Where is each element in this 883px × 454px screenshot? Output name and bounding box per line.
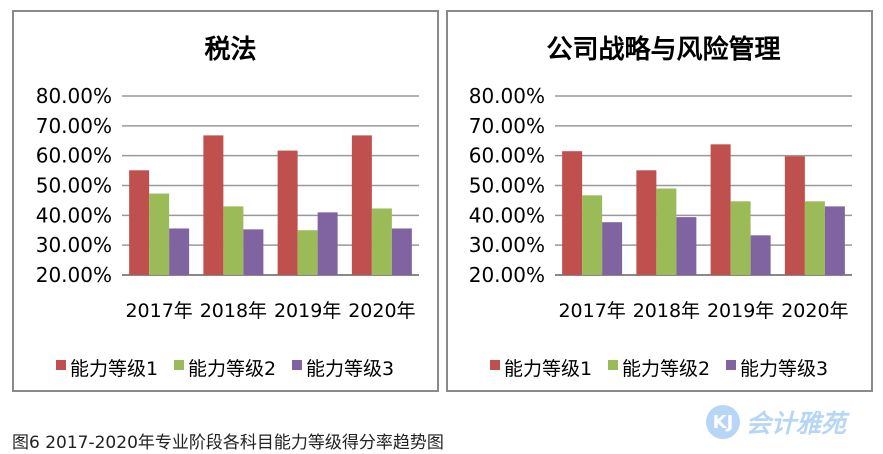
x-tick-label: 2020年 [781,300,848,322]
bar-3 [391,228,412,275]
watermark-logo: KJ [706,405,740,439]
figure-caption: 图6 2017-2020年专业阶段各科目能力等级得分率趋势图 [12,433,444,453]
bar-1 [710,144,731,275]
chart-title: 税法 [204,35,256,65]
bar-2 [149,193,170,275]
bar-2 [223,206,244,275]
bar-1 [277,150,298,275]
bar-1 [562,151,583,275]
x-tick-label: 2018年 [200,300,267,322]
bar-3 [243,229,264,275]
x-tick-label: 2020年 [348,300,415,322]
x-tick-label: 2019年 [274,300,341,322]
y-tick-label: 70.00% [36,114,112,138]
bar-2 [730,201,751,275]
bar-2 [656,188,677,275]
legend-swatch [726,360,736,370]
legend-label: 能力等级2 [188,358,276,380]
bar-1 [129,170,150,275]
y-tick-label: 80.00% [469,84,545,108]
x-tick-label: 2017年 [558,300,625,322]
watermark: KJ 会计雅苑 [706,404,846,440]
legend-label: 能力等级3 [306,358,394,380]
y-tick-label: 60.00% [36,144,112,168]
chart-title: 公司战略与风险管理 [546,34,780,65]
bar-3 [602,222,623,275]
y-tick-label: 50.00% [469,174,545,198]
bar-2 [371,208,392,275]
bar-2 [582,195,603,275]
legend-label: 能力等级1 [70,358,158,380]
watermark-text: 会计雅苑 [746,409,847,438]
bar-3 [169,228,190,275]
x-tick-label: 2018年 [633,300,700,322]
bar-3 [676,217,697,275]
bar-3 [750,235,771,275]
legend-swatch [292,360,302,370]
y-tick-label: 70.00% [469,114,545,138]
bar-3 [824,206,845,275]
y-tick-label: 20.00% [469,263,545,287]
bar-2 [804,201,825,275]
legend-label: 能力等级2 [622,358,710,380]
legend-swatch [608,360,618,370]
y-tick-label: 30.00% [36,233,112,257]
y-tick-label: 80.00% [36,84,112,108]
legend-label: 能力等级3 [740,358,828,380]
y-tick-label: 60.00% [469,144,545,168]
y-tick-label: 50.00% [36,174,112,198]
chart-panel-strategy-risk: 公司战略与风险管理 20.00% 30.00% 40.00% 50.00% 60.00% 7… [446,10,873,392]
bar-3 [317,212,338,275]
x-tick-label: 2017年 [125,300,192,322]
legend-swatch [174,360,184,370]
bar-1 [784,156,805,275]
y-tick-label: 20.00% [36,263,112,287]
bar-1 [351,135,372,275]
bar-1 [636,170,657,275]
bar-1 [203,135,224,275]
chart-panel-tax-law: 税法 20.00% 30.00% 40.00% 50.00% 60.00% 70.00% 80… [12,10,439,392]
legend-swatch [490,360,500,370]
y-tick-label: 30.00% [469,233,545,257]
bar-2 [297,230,318,275]
legend-label: 能力等级1 [504,358,592,380]
x-tick-label: 2019年 [707,300,774,322]
y-tick-label: 40.00% [36,203,112,227]
legend-swatch [56,360,66,370]
y-tick-label: 40.00% [469,203,545,227]
